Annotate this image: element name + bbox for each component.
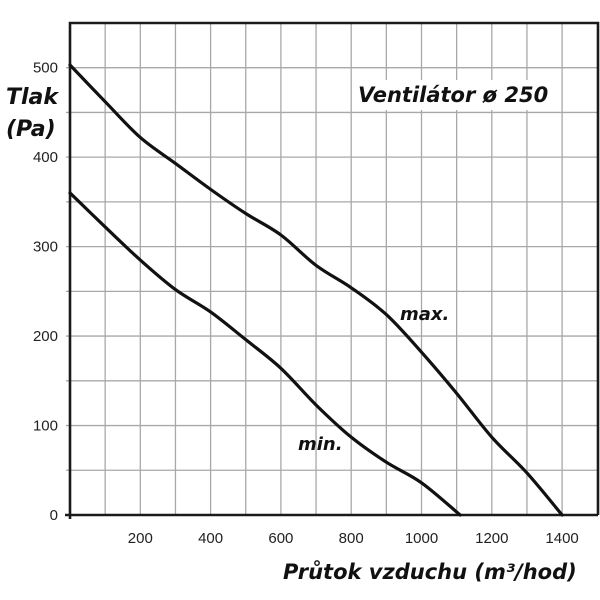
plot-frame bbox=[65, 21, 600, 519]
x-tick-label: 1000 bbox=[405, 530, 438, 547]
y-axis-title-line2: (Pa) bbox=[6, 117, 56, 142]
y-tick-label: 0 bbox=[50, 507, 58, 524]
x-axis-title: Průtok vzduchu (m³/hod) bbox=[283, 559, 577, 584]
x-tick-label: 400 bbox=[198, 530, 223, 547]
x-axis-ticks: 200 400 600 800 1000 1200 1400 bbox=[128, 530, 579, 547]
x-tick-label: 600 bbox=[268, 530, 293, 547]
y-tick-label: 400 bbox=[33, 149, 58, 166]
title-background bbox=[356, 80, 558, 110]
x-tick-label: 200 bbox=[128, 530, 153, 547]
y-tick-label: 300 bbox=[33, 239, 58, 256]
y-tick-label: 500 bbox=[33, 60, 58, 77]
series-label-min: min. bbox=[298, 434, 343, 455]
y-axis-title-line1: Tlak bbox=[6, 85, 59, 110]
x-tick-label: 800 bbox=[339, 530, 364, 547]
series-label-max: max. bbox=[400, 304, 449, 325]
series-line-max bbox=[68, 63, 564, 517]
x-tick-label: 1200 bbox=[475, 530, 508, 547]
series-lines bbox=[68, 63, 564, 517]
x-tick-label: 1400 bbox=[545, 530, 578, 547]
chart-title: Ventilátor ø 250 bbox=[358, 83, 548, 107]
plot-border bbox=[68, 21, 600, 519]
y-axis-ticks: 0 100 200 300 400 500 bbox=[33, 60, 58, 524]
y-tick-label: 200 bbox=[33, 328, 58, 345]
series-line-min bbox=[68, 191, 462, 517]
y-tick-label: 100 bbox=[33, 418, 58, 435]
